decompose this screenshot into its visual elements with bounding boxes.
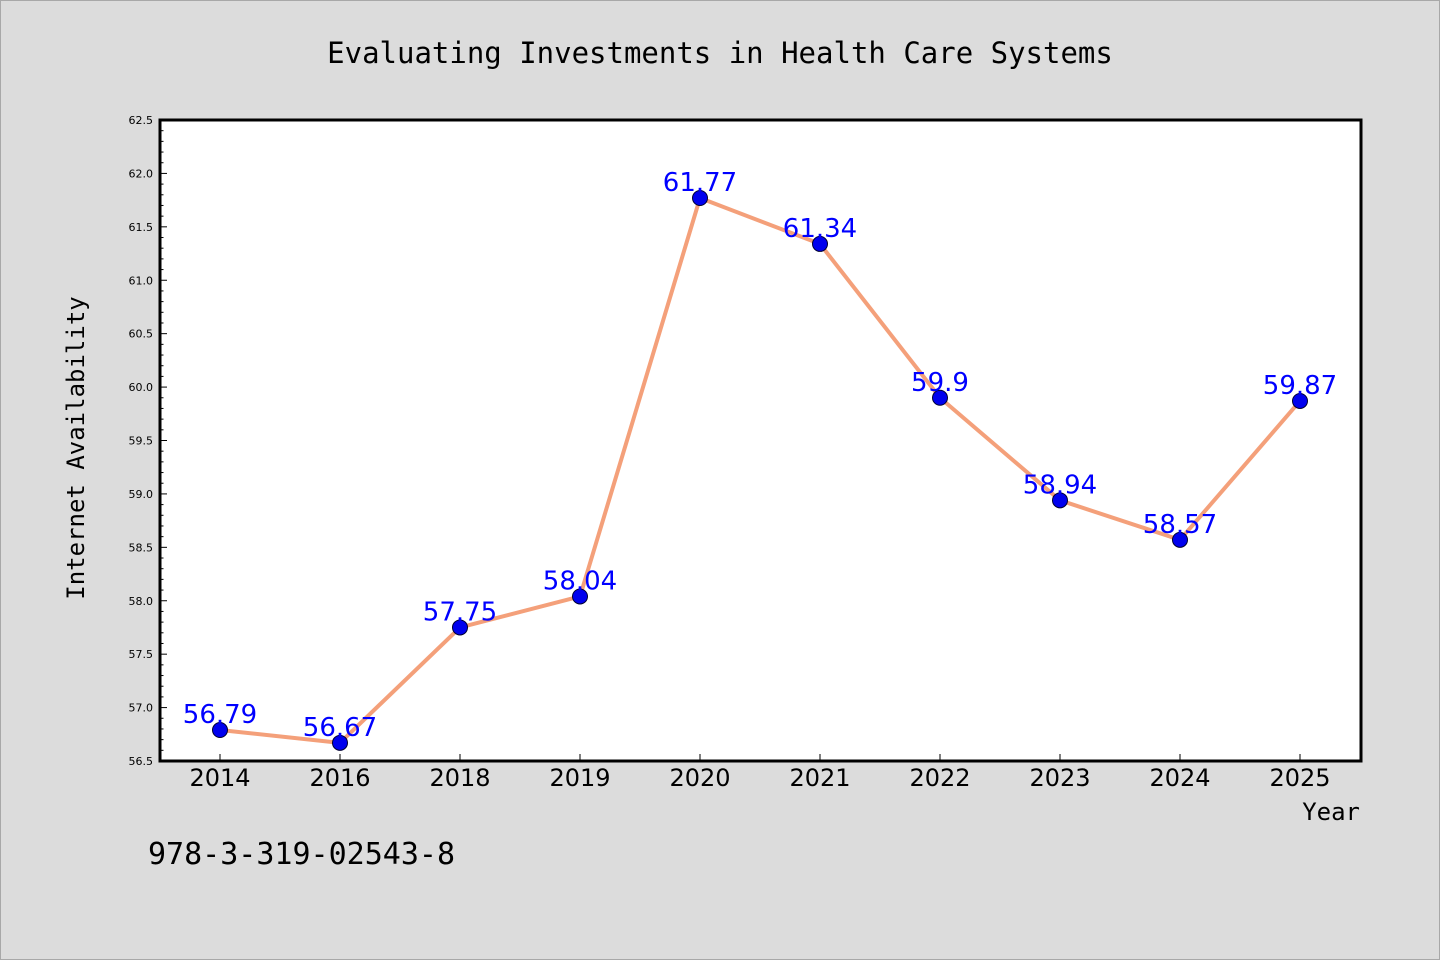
y-axis-label: Internet Availability — [62, 296, 90, 599]
data-point — [1292, 392, 1308, 409]
x-tick-label: 2019 — [549, 764, 610, 792]
y-tick-label: 57.5 — [129, 648, 154, 661]
y-tick-label: 62.0 — [129, 167, 154, 180]
y-tick-label: 60.0 — [129, 381, 154, 394]
y-axis-ticks: 56.5 57.0 57.5 58.0 58.5 59.0 59.5 60.0 60.5 61.0… — [129, 114, 167, 768]
data-point — [1172, 531, 1188, 548]
x-tick-label: 2016 — [309, 764, 370, 792]
data-label: 59.87 — [1263, 371, 1337, 401]
isbn-text: 978-3-319-02543-8 — [148, 837, 455, 872]
data-label: 56.79 — [183, 700, 257, 730]
y-tick-label: 62.5 — [129, 114, 154, 127]
data-label: 58.94 — [1023, 470, 1097, 500]
data-point — [212, 722, 228, 739]
y-tick-label: 57.0 — [129, 702, 154, 715]
data-label: 59.9 — [911, 368, 969, 398]
data-point — [572, 588, 588, 605]
x-tick-label: 2024 — [1149, 764, 1210, 792]
y-tick-label: 58.5 — [129, 541, 154, 554]
chart-title: Evaluating Investments in Health Care Sy… — [327, 36, 1113, 70]
x-axis-label: Year — [1302, 798, 1360, 826]
data-point — [812, 235, 828, 252]
x-tick-label: 2021 — [789, 764, 850, 792]
x-tick-label: 2023 — [1029, 764, 1090, 792]
data-label: 57.75 — [423, 597, 497, 627]
data-label: 56.67 — [303, 713, 377, 743]
data-point — [452, 619, 468, 636]
data-point — [332, 734, 348, 751]
y-tick-label: 59.5 — [129, 435, 154, 448]
data-point — [692, 189, 708, 206]
series-line — [219, 195, 1302, 745]
data-label: 61.34 — [783, 214, 857, 244]
x-tick-label: 2020 — [669, 764, 730, 792]
y-tick-label: 59.0 — [129, 488, 154, 501]
series-group: 56.79 56.67 57.75 58.04 61.77 61.34 59.9 58.94 5… — [183, 168, 1337, 751]
y-tick-label: 56.5 — [129, 755, 154, 768]
x-tick-label: 2025 — [1269, 764, 1330, 792]
x-axis-ticks: 2014 2016 2018 2019 2020 2021 2022 2023 2024 2025 — [189, 754, 1331, 792]
x-tick-label: 2018 — [429, 764, 490, 792]
data-label: 58.04 — [543, 566, 617, 596]
data-point — [1052, 492, 1068, 509]
data-point — [932, 389, 948, 406]
data-label: 61.77 — [663, 168, 737, 198]
plot-area — [158, 118, 1363, 763]
data-label: 58.57 — [1143, 510, 1217, 540]
x-tick-label: 2014 — [189, 764, 250, 792]
y-tick-label: 58.0 — [129, 595, 154, 608]
y-tick-label: 61.5 — [129, 221, 154, 234]
x-tick-label: 2022 — [909, 764, 970, 792]
y-tick-label: 60.5 — [129, 328, 154, 341]
y-tick-label: 61.0 — [129, 274, 154, 287]
